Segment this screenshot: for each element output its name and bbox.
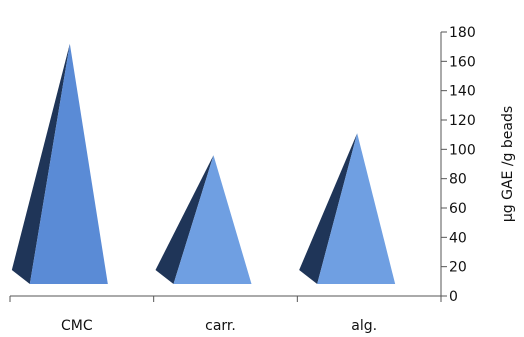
pyramid-left-face bbox=[299, 133, 358, 284]
y-tick-label: 160 bbox=[449, 54, 476, 70]
x-category-label: CMC bbox=[61, 318, 93, 334]
pyramid-bar bbox=[299, 133, 396, 284]
y-tick-label: 120 bbox=[449, 113, 476, 129]
x-category-label: carr. bbox=[205, 318, 236, 334]
y-tick-label: 0 bbox=[449, 289, 458, 305]
x-axis-ticks bbox=[9, 296, 442, 302]
y-tick-label: 60 bbox=[449, 201, 467, 217]
pyramid-left-face bbox=[155, 155, 214, 284]
pyramid-front-face bbox=[29, 43, 108, 284]
y-tick-label: 100 bbox=[449, 142, 476, 158]
pyramid-bar bbox=[155, 155, 252, 284]
pyramid-front-face bbox=[317, 133, 396, 284]
y-tick-label: 140 bbox=[449, 84, 476, 100]
y-tick-label: 80 bbox=[449, 172, 467, 188]
pyramid-left-face bbox=[11, 43, 70, 284]
pyramid-front-face bbox=[173, 155, 252, 284]
y-tick-label: 20 bbox=[449, 260, 467, 276]
x-axis-labels: CMC carr. alg. bbox=[61, 318, 377, 334]
x-category-label: alg. bbox=[351, 318, 377, 334]
pyramid-bar bbox=[11, 43, 108, 284]
y-axis-labels: 0 20 40 60 80 100 120 140 160 180 bbox=[449, 25, 476, 305]
y-axis-ticks bbox=[441, 31, 447, 297]
y-axis-title: µg GAE /g beads bbox=[500, 106, 516, 222]
y-tick-label: 180 bbox=[449, 25, 476, 41]
y-tick-label: 40 bbox=[449, 230, 467, 246]
pyramid-series bbox=[11, 43, 396, 284]
